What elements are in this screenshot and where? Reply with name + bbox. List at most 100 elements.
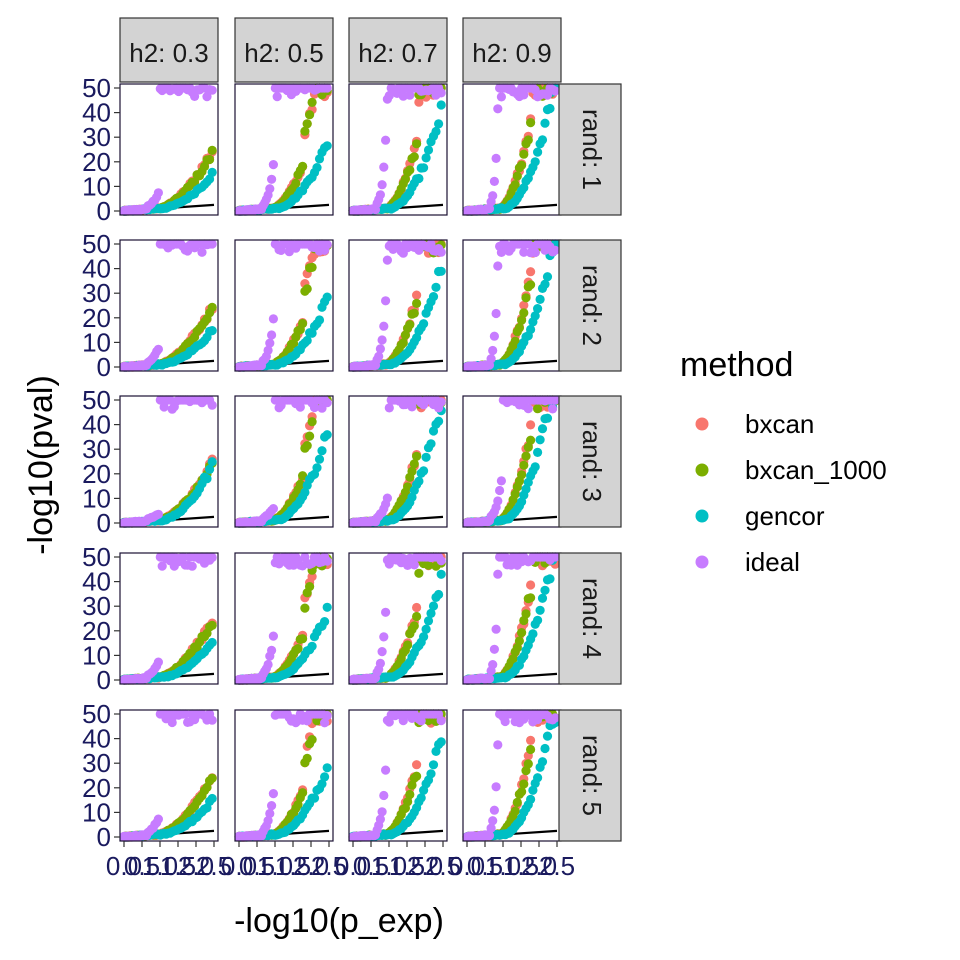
data-point-bxcan_1000 [405,165,415,175]
data-point-bxcan_1000 [409,459,419,469]
data-point-ideal [489,176,499,186]
data-point-ideal [207,552,217,563]
data-point-ideal [488,345,498,356]
data-point-bxcan_1000 [517,470,527,480]
data-point-gencor [428,760,439,770]
data-point-ideal [550,245,560,255]
data-point-bxcan_1000 [519,779,529,789]
panel-border [119,239,219,372]
data-point-bxcan_1000 [398,338,408,348]
data-point-ideal [322,710,332,721]
data-point-gencor [537,135,548,145]
column-strip: h2: 0.9 [462,17,562,83]
row-strip-label: rand: 4 [577,578,607,659]
legend-item: bxcan [695,409,814,439]
data-point-bxcan_1000 [409,152,419,162]
data-point-ideal [377,180,387,190]
data-point-bxcan [412,602,422,613]
data-point-gencor [207,167,217,177]
legend-swatch [695,509,709,523]
facet-panel [234,552,334,685]
legend-label: gencor [745,501,825,531]
data-point-gencor [533,773,543,783]
data-point-bxcan_1000 [526,744,536,755]
data-point-bxcan_1000 [523,759,533,769]
facet-panel [234,709,334,842]
facet-panel [119,709,219,842]
data-point-ideal [488,816,498,826]
data-point-ideal [268,504,278,514]
y-tick-label: 50 [82,385,111,415]
facet-panel [462,395,562,528]
data-point-ideal [322,83,332,93]
data-point-bxcan_1000 [510,180,520,190]
legend-item: gencor [695,501,825,531]
data-point-ideal [268,789,278,799]
data-point-gencor [542,731,553,741]
data-point-gencor [436,737,446,747]
data-point-ideal [491,308,501,319]
data-point-bxcan_1000 [307,417,317,427]
y-tick-label: 50 [82,542,111,572]
data-point-ideal [263,659,273,670]
data-point-bxcan_1000 [302,753,312,764]
data-point-bxcan_1000 [523,442,533,452]
panel-border [348,239,448,372]
data-point-ideal [405,90,415,100]
data-point-ideal [489,331,499,341]
data-point-bxcan_1000 [207,145,217,155]
data-point-gencor [317,446,327,456]
data-point-gencor [309,793,320,803]
data-point-bxcan_1000 [298,788,308,798]
data-point-ideal [268,314,278,324]
legend-item: ideal [695,547,800,577]
data-point-ideal [519,90,529,100]
data-point-ideal [207,85,217,95]
data-point-ideal [379,790,389,801]
data-point-ideal [265,184,275,194]
data-point-gencor [528,629,538,639]
data-point-bxcan [412,760,422,770]
data-point-bxcan_1000 [519,308,529,318]
y-tick-label: 50 [82,699,111,729]
data-point-ideal [488,191,498,201]
data-point-bxcan_1000 [307,262,317,272]
data-point-ideal [377,335,387,345]
data-point-bxcan_1000 [307,735,317,745]
data-point-ideal [436,247,446,257]
legend-swatch [695,555,709,569]
data-point-bxcan_1000 [295,479,305,489]
data-point-gencor [436,569,446,579]
data-point-bxcan [519,300,529,310]
data-point-ideal [493,569,503,579]
data-point-ideal [207,400,217,410]
data-point-gencor [526,794,536,805]
data-point-gencor [431,282,441,292]
data-point-bxcan_1000 [305,431,315,441]
data-point-gencor [419,466,429,476]
data-point-bxcan_1000 [521,293,531,303]
data-point-bxcan_1000 [300,126,310,136]
facet-panel [348,709,448,842]
data-point-gencor [540,743,550,754]
data-point-ideal [268,631,278,641]
data-point-bxcan_1000 [510,489,520,499]
legend-title: method [680,346,793,384]
panel-border [234,395,334,528]
data-point-bxcan_1000 [517,628,527,638]
data-point-bxcan [526,420,536,430]
data-point-bxcan_1000 [409,308,419,318]
data-point-ideal [436,556,446,566]
row-strip-label: rand: 5 [577,735,607,816]
data-point-gencor [540,585,550,595]
data-point-gencor [530,462,540,472]
data-point-gencor [428,292,439,302]
data-point-ideal [265,808,275,819]
data-point-ideal [484,674,495,684]
data-point-gencor [535,294,545,304]
data-point-ideal [153,188,163,198]
data-point-ideal [519,247,529,257]
data-point-bxcan_1000 [412,298,422,308]
